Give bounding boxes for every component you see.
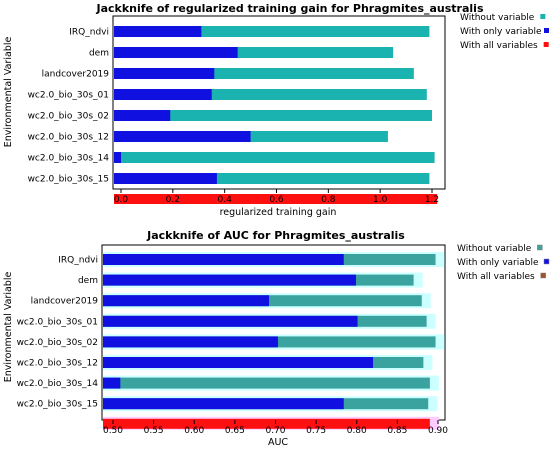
chart1-ylabel: Environmental Variable xyxy=(3,37,14,148)
x-tick-label: 1.2 xyxy=(425,195,439,205)
x-tick-label: 0.8 xyxy=(321,195,336,205)
category-label: wc2.0_bio_30s_01 xyxy=(28,91,109,101)
legend-label: Without variable xyxy=(460,13,535,23)
category-label: wc2.0_bio_30s_02 xyxy=(17,338,98,348)
bar-without-variable xyxy=(114,26,430,37)
bar-with-only-variable xyxy=(103,274,356,286)
x-tick-label: 0.0 xyxy=(114,195,129,205)
bar-with-only-variable xyxy=(114,68,215,79)
legend-swatch xyxy=(544,28,549,33)
category-label: landcover2019 xyxy=(42,70,110,80)
legend-swatch xyxy=(540,272,546,279)
x-tick-label: 0.75 xyxy=(306,426,326,436)
bar-without-variable xyxy=(114,47,394,58)
chart2-xlabel: AUC xyxy=(268,437,288,448)
x-tick-label: 0.55 xyxy=(144,426,164,436)
category-label: wc2.0_bio_30s_12 xyxy=(17,359,98,369)
bar-without-variable xyxy=(114,89,427,100)
chart1-xlabel: regularized training gain xyxy=(220,207,337,218)
legend-label: With only variable xyxy=(460,27,542,37)
bar-without-variable xyxy=(103,377,430,389)
bar-with-all-variables xyxy=(114,194,438,204)
plot-frame xyxy=(112,15,446,190)
category-label: wc2.0_bio_30s_15 xyxy=(17,400,98,410)
category-label: dem xyxy=(78,276,98,286)
x-tick-label: 0.90 xyxy=(428,426,448,436)
bar-with-only-variable xyxy=(103,377,121,389)
bar-with-only-variable xyxy=(103,254,344,265)
x-tick-label: 0.60 xyxy=(184,426,204,436)
bar-without-variable xyxy=(114,68,414,79)
legend-swatch xyxy=(540,14,546,19)
plot-frame xyxy=(101,244,446,421)
bar-with-only-variable xyxy=(114,152,121,163)
x-tick-label: 0.85 xyxy=(387,426,407,436)
category-label: IRQ_ndvi xyxy=(69,28,109,38)
category-label: dem xyxy=(89,49,109,59)
legend-label: Without variable xyxy=(457,244,532,254)
x-tick-label: 0.50 xyxy=(103,426,123,436)
legend-swatch xyxy=(543,42,549,47)
x-tick-label: 0.70 xyxy=(265,426,285,436)
bar-with-only-variable xyxy=(103,336,278,348)
x-tick-label: 0.6 xyxy=(269,195,284,205)
bar-without-variable xyxy=(114,131,388,142)
bar-with-only-variable xyxy=(114,26,202,37)
category-label: wc2.0_bio_30s_14 xyxy=(28,154,110,164)
category-label: wc2.0_bio_30s_02 xyxy=(28,112,109,122)
legend-label: With only variable xyxy=(457,258,539,268)
category-label: wc2.0_bio_30s_12 xyxy=(28,133,109,143)
legend-swatch xyxy=(537,244,543,251)
bar-without-variable xyxy=(114,152,435,163)
x-tick-label: 0.2 xyxy=(166,195,180,205)
bar-with-only-variable xyxy=(114,47,238,58)
chart1-title: Jackknife of regularized training gain f… xyxy=(95,2,483,15)
bar-with-all-variables xyxy=(103,418,430,429)
category-label: wc2.0_bio_30s_15 xyxy=(28,175,109,185)
bar-without-variable xyxy=(114,173,430,184)
x-tick-label: 0.4 xyxy=(218,195,233,205)
x-tick-label: 1.0 xyxy=(373,195,388,205)
bar-with-only-variable xyxy=(114,110,171,121)
legend-label: With all variables xyxy=(460,41,538,51)
legend-label: With all variables xyxy=(457,272,535,282)
category-label: IRQ_ndvi xyxy=(58,256,98,266)
bar-with-only-variable xyxy=(103,357,373,368)
category-label: landcover2019 xyxy=(31,297,99,307)
x-tick-label: 0.80 xyxy=(347,426,367,436)
bar-with-only-variable xyxy=(114,89,212,100)
category-label: wc2.0_bio_30s_14 xyxy=(17,379,99,389)
bar-with-only-variable xyxy=(103,295,269,307)
bar-without-variable xyxy=(114,110,432,121)
legend-swatch xyxy=(543,258,550,265)
bar-with-only-variable xyxy=(103,398,344,410)
chart2-ylabel: Environmental Variable xyxy=(3,272,14,383)
bar-with-only-variable xyxy=(114,131,251,142)
category-label: wc2.0_bio_30s_01 xyxy=(17,317,98,327)
bar-with-only-variable xyxy=(114,173,217,184)
x-tick-label: 0.65 xyxy=(225,426,245,436)
bar-with-only-variable xyxy=(103,315,358,327)
chart2-title: Jackknife of AUC for Phragmites_australi… xyxy=(146,229,405,242)
